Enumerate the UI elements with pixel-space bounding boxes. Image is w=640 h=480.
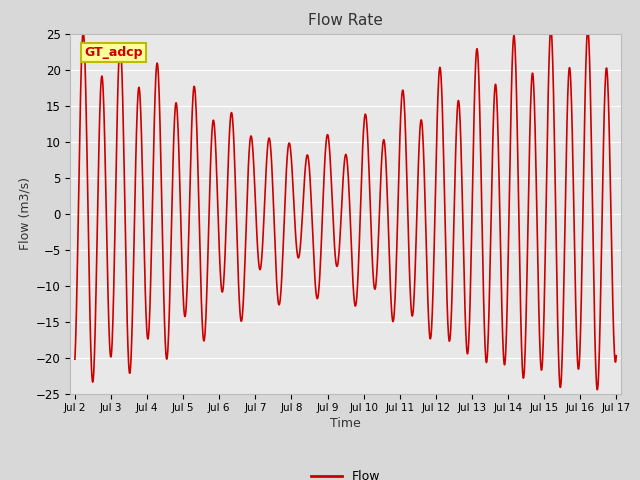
Y-axis label: Flow (m3/s): Flow (m3/s): [19, 177, 32, 250]
X-axis label: Time: Time: [330, 418, 361, 431]
Title: Flow Rate: Flow Rate: [308, 13, 383, 28]
Text: GT_adcp: GT_adcp: [84, 46, 143, 59]
Legend: Flow: Flow: [306, 465, 385, 480]
